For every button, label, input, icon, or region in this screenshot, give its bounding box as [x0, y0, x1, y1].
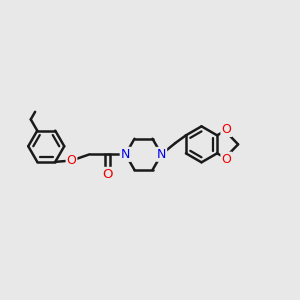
- Text: N: N: [157, 148, 166, 161]
- Text: O: O: [221, 153, 231, 166]
- Text: N: N: [121, 148, 130, 161]
- Text: N: N: [121, 148, 130, 161]
- Text: O: O: [102, 168, 113, 181]
- Text: O: O: [221, 123, 231, 136]
- Text: O: O: [67, 154, 76, 167]
